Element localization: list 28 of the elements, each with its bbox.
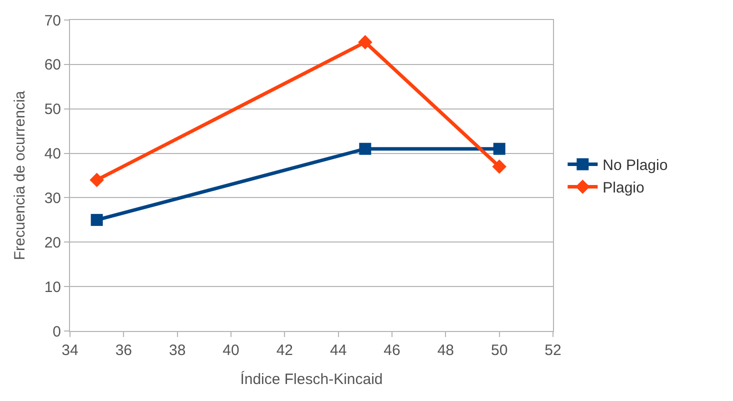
point bbox=[492, 159, 506, 174]
y-axis-title: Frecuencia de ocurrencia bbox=[12, 90, 29, 260]
x-tick-label: 48 bbox=[437, 342, 454, 359]
x-tick-label: 34 bbox=[62, 342, 78, 359]
legend-label: Plagio bbox=[602, 180, 644, 197]
point bbox=[90, 172, 104, 188]
point bbox=[359, 142, 372, 155]
y-tick-label: 0 bbox=[52, 323, 61, 340]
y-tick-label: 10 bbox=[44, 278, 61, 296]
x-tick-label: 36 bbox=[115, 342, 132, 359]
point bbox=[493, 142, 506, 155]
y-tick-label: 40 bbox=[44, 146, 61, 163]
point bbox=[90, 214, 103, 226]
x-tick-label: 50 bbox=[490, 342, 508, 359]
x-axis-title: Índice Flesch-Kincaid bbox=[240, 370, 383, 388]
x-tick-label: 52 bbox=[544, 342, 562, 359]
x-tick-label: 38 bbox=[168, 342, 186, 359]
point bbox=[358, 35, 372, 50]
y-tick-label: 20 bbox=[44, 234, 61, 252]
y-tick-label: 60 bbox=[44, 56, 61, 74]
y-tick-label: 50 bbox=[44, 101, 61, 118]
y-tick-label: 30 bbox=[44, 190, 61, 207]
x-tick-label: 40 bbox=[222, 342, 240, 359]
x-tick-label: 46 bbox=[384, 342, 400, 359]
x-tick-label: 44 bbox=[330, 342, 347, 359]
x-tick-label: 42 bbox=[276, 342, 294, 359]
y-tick-label: 70 bbox=[44, 12, 61, 30]
legend-label: No Plagio bbox=[602, 157, 668, 174]
